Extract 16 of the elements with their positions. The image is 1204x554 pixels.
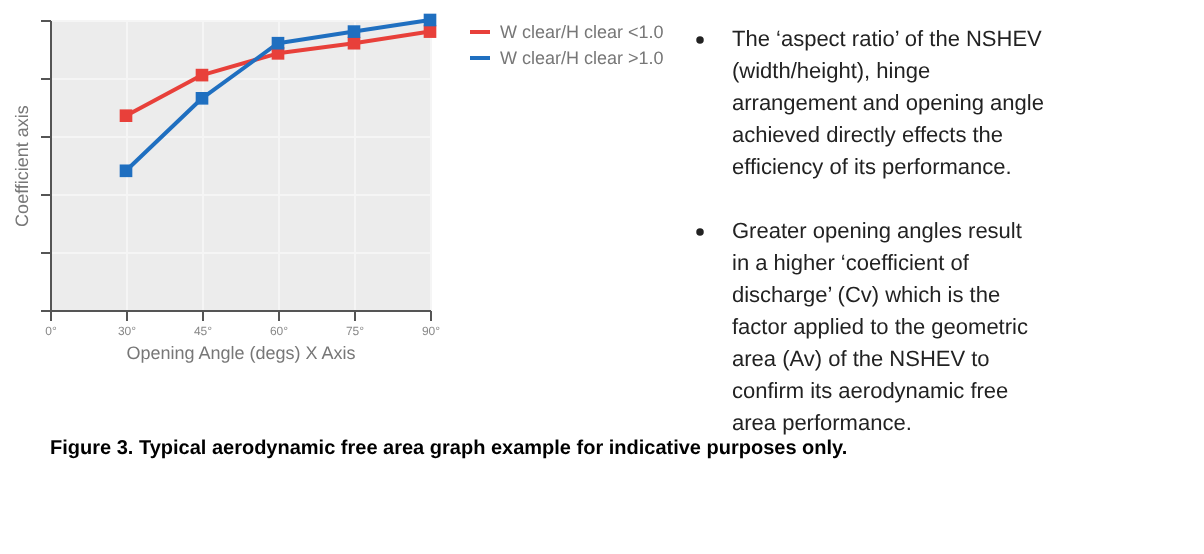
point [347,25,361,38]
text: The ‘aspect ratio’ of the NSHEV (width/height), hinge arrangement and opening angle achieved directly effects the efficiency of its performance. [732,28,1044,180]
text: Greater opening angles result in a higher ‘coefficient of discharge’ (Cv) which is the factor applied to the geometric area (Av) of the NSHEV to confirm its aerodynamic free area performance. [732,220,1029,436]
legend-label: W clear/H clear <1.0 [500,22,664,42]
x-axis-title: Opening Angle (degs) X Axis [126,343,357,363]
point [271,36,285,50]
point [195,68,209,82]
point [195,91,209,105]
point [423,13,437,27]
caption: Figure 3. Typical aerodynamic free area graph example for indicative purposes only. [50,438,848,460]
y-axis-title: Coefficient axis [12,104,32,227]
point [423,25,437,38]
point [119,164,133,178]
point [119,109,133,123]
point [347,36,361,50]
legend-label: W clear/H clear >1.0 [500,48,664,68]
